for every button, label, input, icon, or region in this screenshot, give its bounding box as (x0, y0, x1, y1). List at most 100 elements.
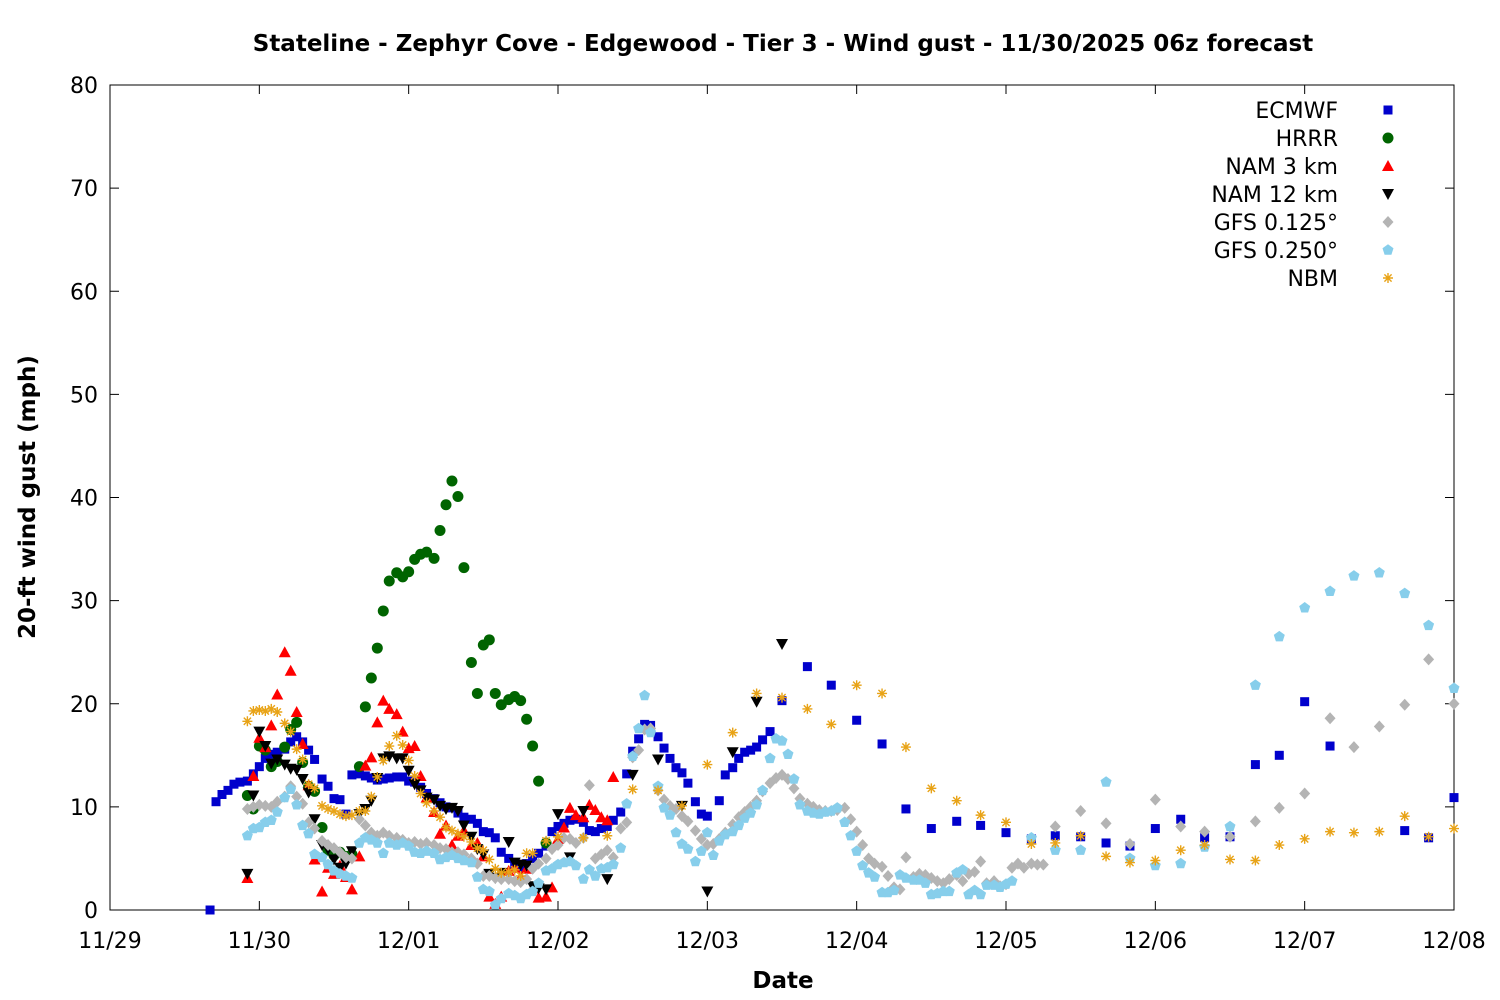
data-point (758, 735, 768, 745)
data-point (359, 701, 371, 713)
data-point (354, 769, 364, 779)
data-point (622, 769, 632, 779)
data-point (317, 800, 328, 811)
data-point (541, 835, 552, 846)
x-tick-label: 12/05 (974, 929, 1037, 954)
data-point (589, 803, 602, 815)
data-point (408, 779, 421, 791)
data-point (390, 708, 403, 720)
data-point (596, 824, 606, 834)
data-point (851, 845, 863, 856)
data-point (720, 770, 730, 780)
data-point (533, 857, 545, 870)
data-point (1273, 630, 1285, 642)
data-point (969, 865, 981, 878)
data-point (900, 851, 912, 864)
data-point (876, 860, 888, 873)
data-point (626, 769, 639, 781)
data-point (653, 732, 663, 742)
data-point (957, 864, 969, 875)
data-point (689, 855, 701, 867)
data-point (627, 750, 639, 761)
legend-label: NBM (1287, 267, 1338, 292)
data-point (402, 765, 415, 777)
data-point (403, 840, 415, 851)
data-point (1449, 823, 1459, 834)
data-point (621, 816, 633, 829)
data-point (365, 751, 378, 763)
data-point (1300, 697, 1310, 707)
data-point (1249, 679, 1261, 690)
data-point (707, 849, 719, 860)
data-point (578, 817, 588, 827)
data-point (428, 552, 440, 564)
data-point (483, 885, 495, 897)
data-point (1250, 855, 1261, 866)
data-point (265, 719, 278, 731)
x-tick-label: 11/29 (78, 929, 141, 954)
data-point (253, 726, 266, 738)
data-point (472, 818, 482, 828)
data-point (279, 741, 291, 753)
data-point (1075, 844, 1087, 855)
data-point (676, 800, 687, 811)
data-point (247, 790, 260, 802)
data-point (304, 745, 314, 755)
data-point (329, 806, 339, 816)
data-point (1124, 838, 1136, 850)
legend-label: NAM 12 km (1211, 183, 1338, 208)
data-point (223, 785, 233, 795)
data-point (360, 771, 370, 781)
data-point (1400, 826, 1410, 836)
series-hrrr (241, 475, 552, 862)
data-point (316, 851, 328, 863)
data-point (384, 741, 395, 752)
data-point (284, 664, 297, 676)
data-point (242, 776, 252, 786)
data-point (403, 755, 414, 766)
data-point (877, 688, 888, 699)
data-point (435, 812, 446, 823)
data-point (695, 845, 707, 856)
data-point (329, 794, 339, 804)
data-point (483, 634, 495, 646)
series-nam-3-km (241, 646, 620, 909)
data-point (384, 773, 394, 783)
data-point (285, 726, 296, 737)
data-point (702, 811, 712, 821)
x-tick-label: 11/30 (228, 929, 291, 954)
data-point (1176, 814, 1186, 824)
y-tick-label: 10 (70, 796, 98, 821)
data-point (776, 638, 788, 650)
data-point (334, 809, 345, 820)
series-gfs-0-250- (241, 567, 1460, 910)
data-point (421, 797, 432, 808)
data-point (346, 872, 358, 883)
data-point (1423, 831, 1434, 842)
data-point (1037, 858, 1049, 871)
x-tick-label: 12/01 (377, 929, 440, 954)
data-point (607, 851, 619, 864)
data-point (777, 692, 787, 703)
data-point (316, 885, 329, 897)
data-point (527, 740, 539, 752)
data-point (359, 759, 372, 771)
data-point (553, 821, 563, 831)
data-point (683, 778, 693, 788)
data-point (1274, 750, 1284, 760)
data-point (727, 727, 738, 738)
data-point (328, 854, 340, 866)
data-point (521, 848, 532, 859)
data-point (1449, 793, 1459, 803)
data-point (359, 819, 371, 832)
data-point (943, 885, 955, 897)
data-point (788, 782, 800, 795)
data-point (745, 807, 757, 818)
series-nam-12-km (241, 638, 788, 898)
data-point (396, 725, 409, 737)
data-point (446, 475, 458, 487)
data-point (802, 703, 813, 714)
data-point (1006, 875, 1018, 886)
data-point (1050, 837, 1061, 848)
